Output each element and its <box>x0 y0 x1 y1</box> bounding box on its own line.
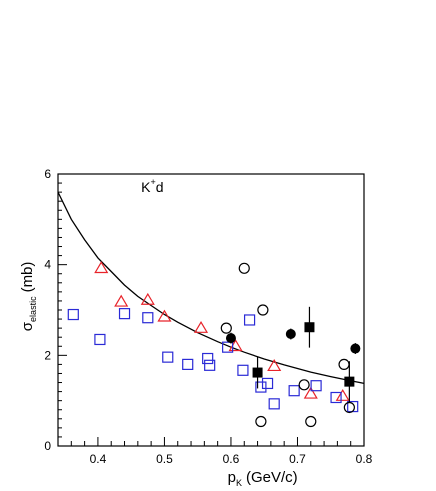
x-tick-label: 0.8 <box>356 452 373 466</box>
triangle-point <box>267 359 282 372</box>
plot-frame <box>57 173 365 447</box>
reaction-label-main: K <box>141 179 151 195</box>
open-square-point <box>67 308 79 321</box>
open-square-point <box>182 358 194 370</box>
y-tick-label: 2 <box>44 348 51 362</box>
x-axis-label: pK (GeV/c) <box>228 469 298 488</box>
open-circle-point <box>238 262 250 274</box>
plot-area <box>57 191 365 428</box>
x-axis-label-unit: (GeV/c) <box>246 469 298 486</box>
triangle-point <box>157 309 172 322</box>
y-tick-label: 0 <box>44 439 51 453</box>
open-square-point <box>243 314 256 326</box>
open-square-point <box>162 351 174 363</box>
y-tick-label: 6 <box>44 167 51 181</box>
open-square-point <box>310 380 322 392</box>
y-axis-label-unit: (mb) <box>19 262 36 293</box>
open-circle-point <box>305 415 317 428</box>
open-square-point <box>237 364 249 376</box>
triangle-point <box>303 386 318 399</box>
filled-square-point <box>344 376 355 387</box>
x-tick-label: 0.4 <box>90 452 107 466</box>
triangle-point <box>114 294 129 307</box>
triangle-point <box>193 320 209 333</box>
open-square-point <box>118 308 131 320</box>
open-square-point <box>204 359 216 371</box>
triangle-point <box>335 388 350 401</box>
open-square-point <box>268 398 280 410</box>
y-tick-label: 4 <box>44 258 51 272</box>
tick-labels: 0.4 0.5 0.6 0.7 0.8 0 2 4 6 <box>44 167 372 466</box>
triangle-point <box>94 261 109 274</box>
x-tick-label: 0.7 <box>289 452 306 466</box>
reaction-label: K+d <box>141 177 163 195</box>
filled-circle-point <box>225 333 236 344</box>
triangle-point <box>140 292 155 305</box>
y-axis-label-sub: elastic <box>28 296 38 322</box>
x-tick-label: 0.5 <box>156 452 173 466</box>
x-axis-label-main: p <box>228 469 236 486</box>
y-axis-label: σelastic (mb) <box>19 262 38 332</box>
model-curve <box>57 191 365 385</box>
open-square-point <box>94 333 106 346</box>
open-square-point <box>202 352 214 365</box>
open-square-point <box>255 381 267 393</box>
open-square-point <box>142 312 154 324</box>
open-square-point <box>330 391 342 404</box>
reaction-label-sup: + <box>150 177 155 187</box>
open-circle-point <box>338 358 350 370</box>
x-tick-label: 0.6 <box>223 452 240 466</box>
y-axis-label-main: σ <box>19 321 36 331</box>
reaction-label-rest: d <box>156 179 164 195</box>
open-square-point <box>288 385 300 397</box>
open-square-point <box>261 377 274 390</box>
filled-circle-point <box>350 343 361 354</box>
x-axis-label-sub: K <box>236 478 242 488</box>
filled-square-point <box>304 322 315 333</box>
axis-ticks <box>57 173 365 447</box>
open-square-point <box>222 341 234 353</box>
open-circle-point <box>257 304 269 316</box>
filled-circle-point <box>285 329 296 340</box>
open-circle-point <box>255 415 267 428</box>
open-circle-point <box>343 401 355 414</box>
filled-square-point <box>252 367 263 378</box>
open-circle-point <box>298 379 310 391</box>
open-circle-point <box>220 322 232 334</box>
